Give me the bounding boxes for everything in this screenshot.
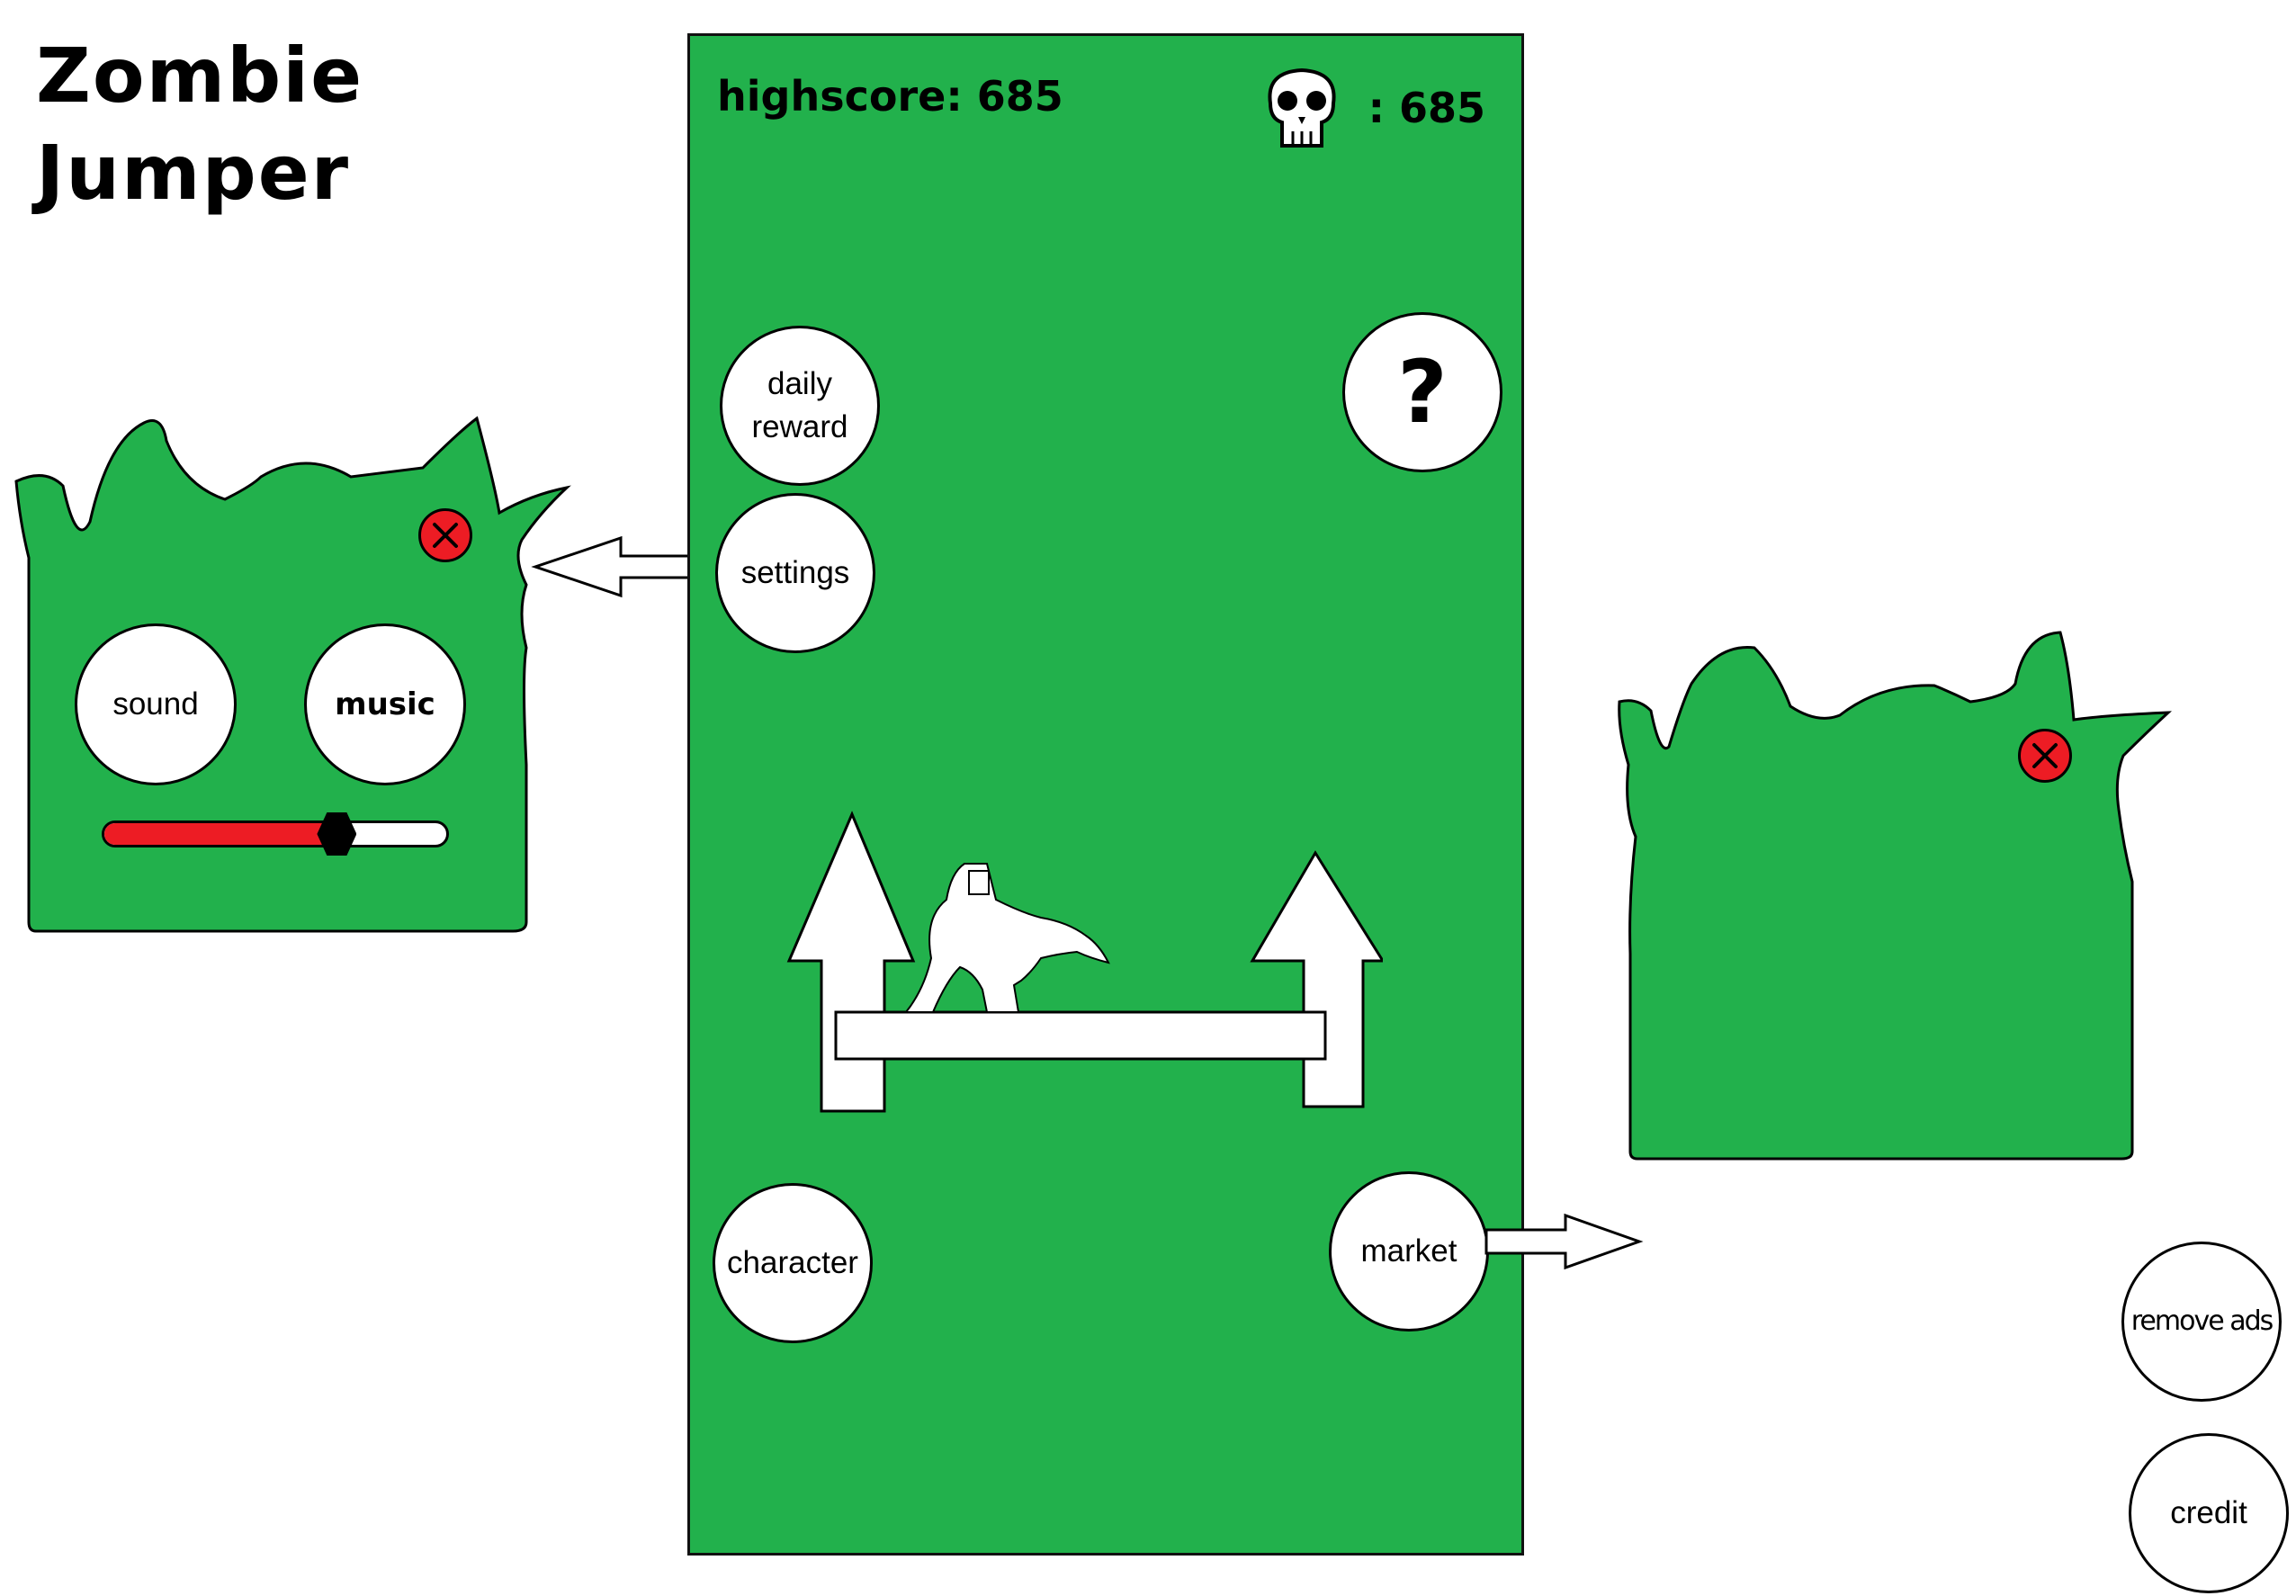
market-button[interactable]: market <box>1329 1171 1489 1331</box>
left-up-arrow-icon <box>786 811 916 1113</box>
settings-button[interactable]: settings <box>715 493 875 653</box>
close-icon <box>2032 743 2058 768</box>
daily-reward-label-line1: daily <box>767 366 832 401</box>
daily-reward-label-line2: reward <box>751 409 848 444</box>
jump-scene <box>786 811 1383 1113</box>
right-up-arrow-icon <box>1250 850 1383 1108</box>
game-title-line2: Jumper <box>36 129 351 217</box>
character-button[interactable]: character <box>713 1183 873 1343</box>
highscore-label: highscore: 685 <box>717 72 1063 121</box>
music-toggle-button[interactable]: music <box>304 623 466 785</box>
settings-pointer-arrow-icon <box>531 535 708 598</box>
volume-slider-knob[interactable] <box>317 812 357 856</box>
volume-slider[interactable] <box>102 812 449 856</box>
remove-ads-label: remove ads <box>2130 1305 2274 1337</box>
help-button[interactable]: ? <box>1342 312 1502 472</box>
market-close-button[interactable] <box>2018 729 2072 783</box>
help-icon: ? <box>1397 342 1448 443</box>
sound-toggle-button[interactable]: sound <box>75 623 237 785</box>
settings-label: settings <box>740 555 850 590</box>
game-title-line1: Zombie <box>36 31 364 120</box>
sound-label: sound <box>112 686 199 722</box>
market-panel <box>1618 631 2173 1161</box>
platform-icon <box>834 1010 1327 1061</box>
credit-button[interactable]: credit <box>2129 1433 2289 1593</box>
settings-close-button[interactable] <box>418 508 472 562</box>
close-icon <box>433 523 458 548</box>
market-pointer-arrow-icon <box>1484 1213 1644 1270</box>
game-main-screen: highscore: 685 : 685 daily reward settin… <box>687 33 1524 1556</box>
volume-slider-fill <box>104 823 337 845</box>
game-title: Zombie Jumper <box>36 27 363 221</box>
remove-ads-button[interactable]: remove ads <box>2121 1242 2282 1402</box>
market-label: market <box>1360 1233 1457 1269</box>
skull-icon <box>1268 67 1336 148</box>
character-label: character <box>727 1245 858 1280</box>
skull-count: : 685 <box>1368 84 1485 132</box>
daily-reward-button[interactable]: daily reward <box>720 326 880 486</box>
credit-label: credit <box>2170 1495 2247 1530</box>
zombie-icon <box>903 863 1110 1013</box>
music-label: music <box>335 686 435 722</box>
skull-counter: : 685 <box>1257 63 1485 153</box>
